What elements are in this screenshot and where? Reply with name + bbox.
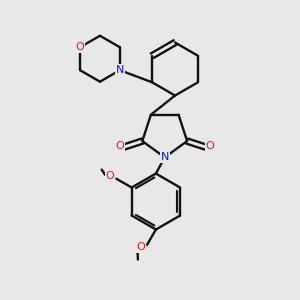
Text: O: O xyxy=(106,171,114,182)
Text: N: N xyxy=(160,152,169,162)
Text: O: O xyxy=(206,140,214,151)
Text: O: O xyxy=(115,140,124,151)
Text: O: O xyxy=(136,242,145,252)
Text: N: N xyxy=(116,65,124,75)
Text: O: O xyxy=(76,42,84,52)
